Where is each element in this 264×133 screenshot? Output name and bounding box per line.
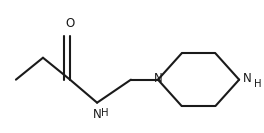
Text: H: H: [101, 108, 108, 118]
Text: N: N: [93, 108, 101, 121]
Text: O: O: [65, 17, 75, 30]
Text: N: N: [243, 72, 252, 85]
Text: H: H: [254, 80, 262, 90]
Text: N: N: [154, 72, 162, 85]
